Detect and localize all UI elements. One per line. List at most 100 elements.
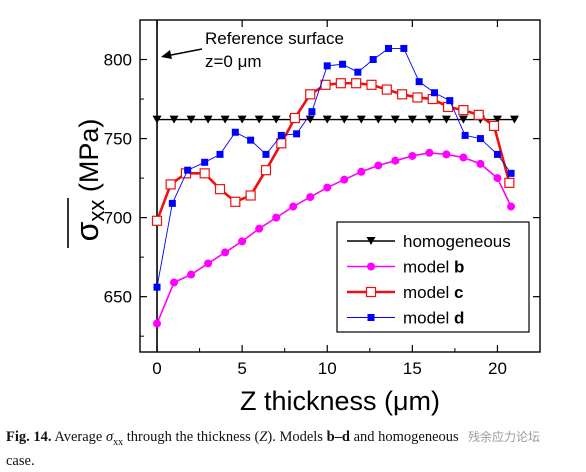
data-point <box>488 120 500 132</box>
data-point <box>214 184 226 195</box>
data-point <box>199 168 210 179</box>
series-line <box>155 81 511 222</box>
data-point <box>186 115 196 124</box>
data-point <box>339 60 347 68</box>
watermark: 残余应力论坛 <box>468 430 541 444</box>
data-point <box>260 165 272 176</box>
caption-sigma: σ <box>106 429 114 445</box>
data-point <box>374 161 383 170</box>
y-axis-label: σxx (MPa) <box>69 119 109 242</box>
legend-label: model d <box>403 309 464 328</box>
data-point <box>407 115 417 124</box>
data-point <box>385 44 393 52</box>
data-point <box>442 150 451 159</box>
data-point <box>400 44 408 52</box>
data-point <box>201 158 209 166</box>
legend-label: homogeneous <box>403 232 511 251</box>
legend-marker <box>367 314 375 321</box>
data-point <box>408 151 417 160</box>
caption-prefix: Fig. 14. <box>6 429 52 445</box>
data-point <box>509 115 519 124</box>
data-point <box>366 79 377 90</box>
data-point <box>476 135 484 143</box>
y-tick-label: 700 <box>104 209 132 228</box>
legend-label: model c <box>403 283 464 302</box>
data-point <box>369 56 377 64</box>
reference-annotation: Reference surface z=0 μm <box>161 29 344 71</box>
data-point <box>184 166 192 174</box>
data-point <box>356 115 366 124</box>
data-point <box>458 105 469 116</box>
annotation-arrowhead <box>161 50 172 59</box>
data-point <box>247 136 255 144</box>
plot-frame <box>139 19 541 353</box>
legend-marker <box>366 237 376 245</box>
data-point <box>504 177 515 188</box>
caption-text-3: ). Models <box>267 429 327 445</box>
data-point <box>397 89 408 100</box>
data-point <box>165 179 176 190</box>
data-point <box>153 283 161 291</box>
annotation-line2: z=0 μm <box>205 52 262 71</box>
series-model-d <box>153 44 515 291</box>
axis-labels: σxx (MPa) Z thickness (μm) <box>67 119 440 416</box>
data-point <box>151 215 163 226</box>
data-point <box>152 115 162 124</box>
series-layer <box>151 44 519 328</box>
data-point <box>373 115 383 124</box>
data-point <box>459 153 468 162</box>
x-axis-label: Z thickness (μm) <box>240 386 440 416</box>
annotation-arrow <box>165 48 203 57</box>
data-point <box>430 89 438 97</box>
data-point <box>187 270 196 279</box>
data-point <box>203 115 213 124</box>
data-point <box>255 224 264 233</box>
data-point <box>216 150 224 158</box>
data-point <box>322 115 332 124</box>
data-point <box>271 115 281 124</box>
legend-marker <box>365 286 377 298</box>
data-point <box>308 108 316 116</box>
data-point <box>168 199 176 207</box>
caption-text-2: through the thickness ( <box>123 429 260 445</box>
data-point <box>204 259 213 268</box>
data-point <box>354 68 362 76</box>
chart-svg: 0 5 10 15 20 650 700 750 800 Reference surface z… <box>67 19 541 416</box>
data-point <box>262 150 270 158</box>
data-point <box>441 115 451 124</box>
y-tick-label: 800 <box>104 51 132 70</box>
data-point <box>306 193 315 202</box>
data-point <box>293 130 301 138</box>
data-point <box>446 97 454 105</box>
plot-border <box>139 19 541 353</box>
axis-ticks: 0 5 10 15 20 650 700 750 800 <box>104 20 540 378</box>
legend-label: model b <box>403 258 464 277</box>
data-point <box>221 248 230 257</box>
data-point <box>461 131 469 139</box>
data-point <box>390 115 400 124</box>
x-tick-label: 0 <box>152 359 161 378</box>
caption-z: Z <box>259 429 268 445</box>
data-point <box>231 128 239 136</box>
x-tick-label: 10 <box>318 359 337 378</box>
data-point <box>153 319 162 328</box>
data-point <box>412 92 423 103</box>
data-point <box>425 148 434 157</box>
data-point <box>220 115 230 124</box>
data-point <box>507 169 515 177</box>
data-point <box>351 78 362 89</box>
data-point <box>289 112 300 124</box>
data-point <box>493 174 502 183</box>
data-point <box>381 84 392 95</box>
data-point <box>323 183 332 192</box>
legend-marker <box>367 262 375 271</box>
series-model-c <box>151 78 515 226</box>
data-point <box>492 115 502 124</box>
data-point <box>473 109 484 120</box>
series-line <box>156 151 512 324</box>
caption-models: b–d <box>326 429 350 445</box>
data-point <box>339 115 349 124</box>
x-tick-label: 5 <box>237 359 246 378</box>
data-point <box>493 150 501 158</box>
data-point <box>415 78 423 86</box>
